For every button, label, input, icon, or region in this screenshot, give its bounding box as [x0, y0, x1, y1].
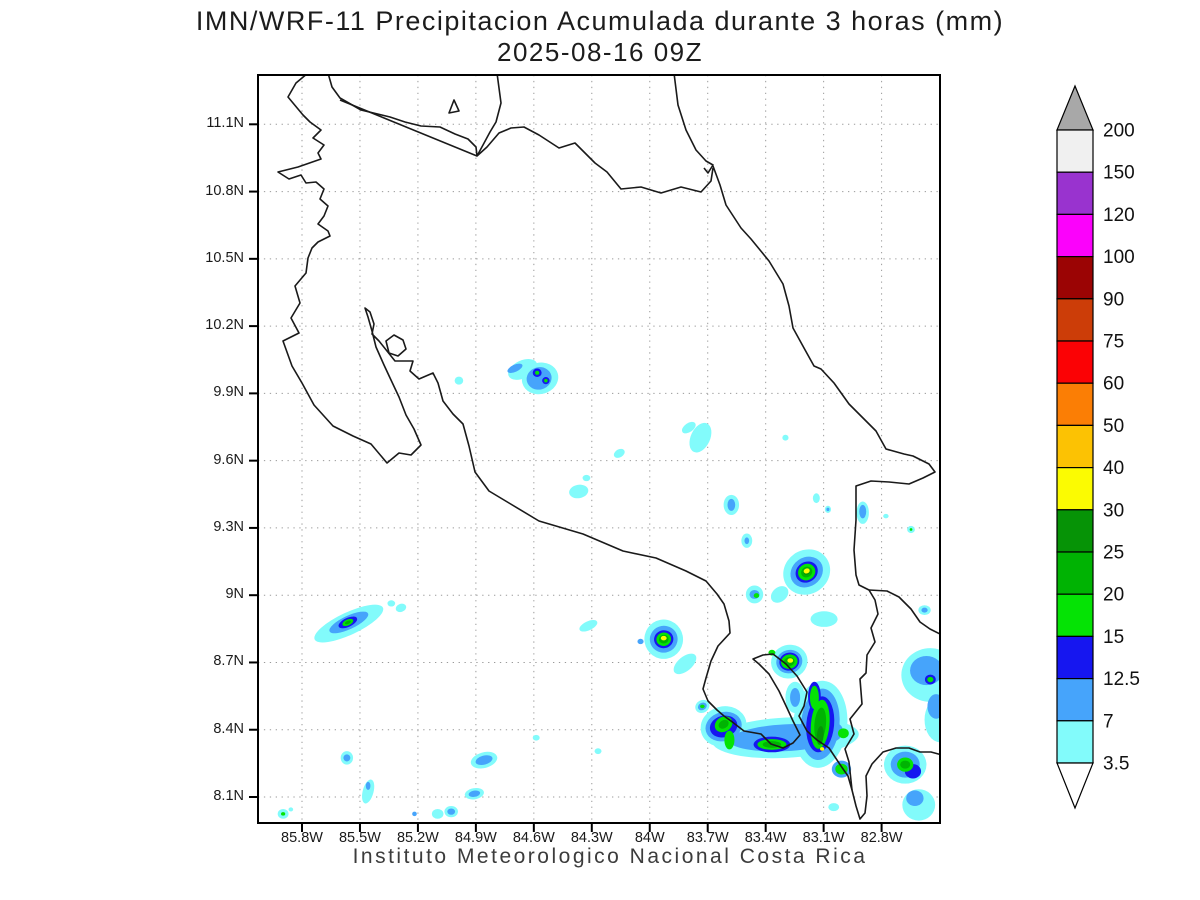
x-tick-label: 84.9W [454, 830, 497, 846]
y-tick-label: 10.8N [205, 182, 244, 199]
footer-credit: Instituto Meteorologico Nacional Costa R… [352, 845, 868, 868]
colorbar-scale: 200 150 120 100 90 75 60 50 40 30 25 20 15 12.5 7 3.5 [1056, 84, 1140, 810]
colorbar-box [1056, 677, 1094, 722]
colorbar-label: 100 [1103, 247, 1135, 268]
colorbar-box [1056, 467, 1094, 511]
colorbar-box [1056, 635, 1094, 680]
costa-rica-precip-map [249, 74, 941, 832]
x-tick-label: 84.3W [570, 830, 613, 846]
colorbar-label: 60 [1103, 374, 1124, 395]
colorbar-label: 40 [1103, 458, 1124, 479]
colorbar-label: 20 [1103, 585, 1124, 606]
colorbar-box [1056, 171, 1094, 215]
colorbar-box [1056, 382, 1094, 427]
colorbar-label: 30 [1103, 500, 1124, 521]
coastline [868, 589, 940, 635]
x-tick-label: 85.8W [281, 830, 323, 846]
coastline [448, 99, 460, 114]
coastline [673, 75, 714, 174]
colorbar-label: 15 [1103, 627, 1124, 648]
coastline [712, 165, 936, 791]
y-tick-label: 11.1N [206, 115, 244, 132]
colorbar-label: 120 [1103, 205, 1135, 226]
y-tick-label: 9.6N [213, 451, 244, 468]
colorbar-box [1056, 213, 1094, 258]
colorbar-label: 12.5 [1103, 669, 1140, 690]
colorbar-box [1056, 509, 1094, 553]
colorbar-label: 3.5 [1103, 754, 1129, 775]
colorbar-label: 7 [1103, 711, 1114, 732]
colorbar-box [1056, 129, 1094, 173]
colorbar-label: 50 [1103, 416, 1124, 437]
colorbar-box [1056, 424, 1094, 469]
colorbar-label: 25 [1103, 543, 1124, 564]
y-tick-label: 8.1N [213, 788, 244, 804]
colorbar-label: 200 [1103, 121, 1135, 142]
x-tick-label: 82.8W [860, 830, 903, 846]
y-tick-label: 8.7N [213, 653, 244, 670]
coastline [277, 75, 940, 820]
y-tick-label: 10.2N [205, 317, 244, 334]
colorbar-arrow-bottom [1056, 762, 1094, 810]
colorbar-box [1056, 256, 1094, 300]
coastline [339, 99, 478, 157]
colorbar-arrow-top [1056, 84, 1094, 131]
coastline [385, 334, 407, 357]
map-frame [257, 74, 941, 824]
colorbar: 200 150 120 100 90 75 60 50 40 30 25 20 15 12.5 7 3.5 [1050, 80, 1200, 840]
map-panel [246, 63, 952, 835]
y-tick-label: 10.5N [205, 249, 244, 266]
coastline-borders [277, 75, 940, 820]
x-tick-label: 83.7W [686, 830, 729, 846]
colorbar-label: 90 [1103, 289, 1124, 310]
x-tick-label: 83.4W [744, 830, 787, 846]
x-tick-label: 83.1W [802, 830, 845, 846]
chart-valid-time: 2025-08-16 09Z [496, 37, 704, 67]
x-tick-label: 84.6W [512, 830, 555, 846]
x-tick-label: 84W [634, 830, 665, 846]
colorbar-label: 75 [1103, 332, 1124, 353]
y-tick-label: 9.9N [213, 384, 244, 401]
x-tick-label: 85.2W [396, 830, 439, 846]
grid-lines [258, 75, 940, 823]
colorbar-box [1056, 551, 1094, 595]
y-tick-label: 9.3N [213, 518, 244, 535]
colorbar-box [1056, 340, 1094, 384]
chart-title: IMN/WRF-11 Precipitacion Acumulada duran… [195, 6, 1005, 36]
y-tick-label: 8.4N [213, 720, 244, 737]
precip-layer-30 [660, 568, 825, 751]
y-tick-label: 9N [225, 586, 244, 603]
colorbar-box [1056, 593, 1094, 638]
x-tick-label: 85.5W [338, 830, 381, 846]
colorbar-label: 150 [1103, 163, 1135, 184]
colorbar-box [1056, 720, 1094, 764]
coastline [476, 126, 714, 194]
precipitation-shading [277, 359, 940, 821]
colorbar-box [1056, 298, 1094, 342]
axis-ticks [249, 123, 883, 832]
